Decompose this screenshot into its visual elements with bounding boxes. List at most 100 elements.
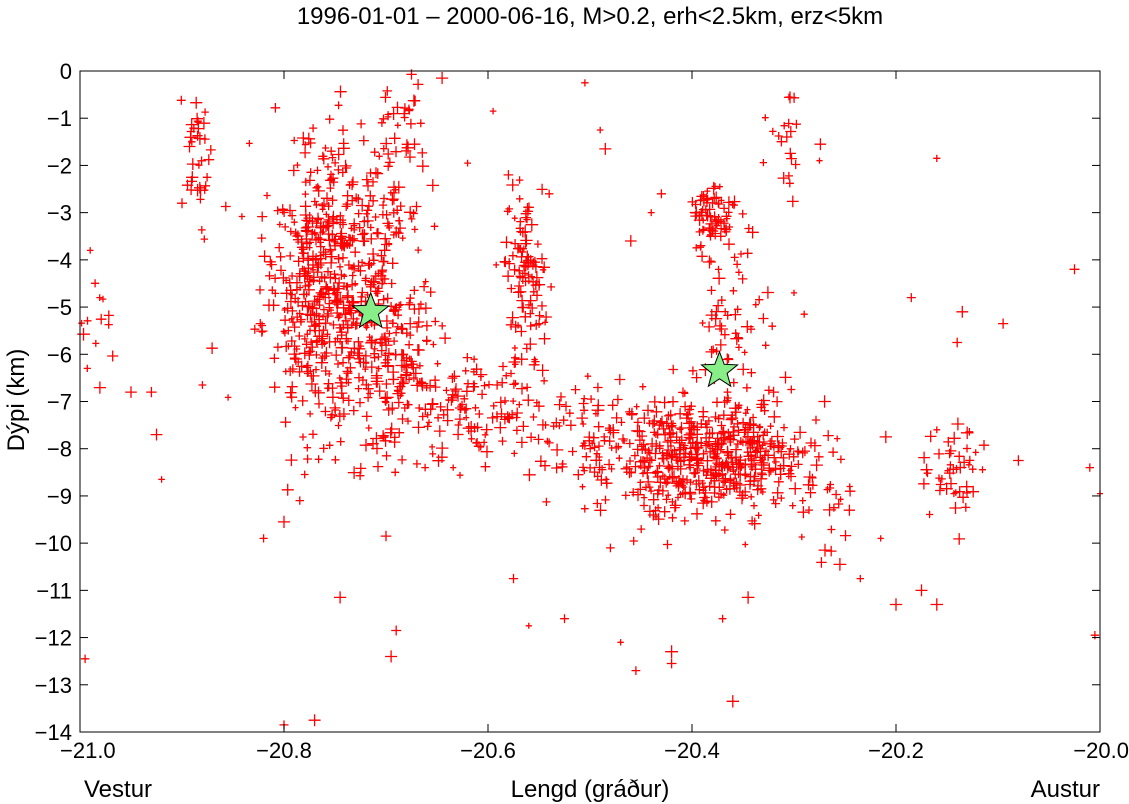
data-point <box>653 429 663 439</box>
data-point <box>755 295 764 304</box>
data-point <box>438 322 446 330</box>
data-point <box>663 460 674 472</box>
data-point <box>1085 463 1094 472</box>
data-point <box>656 189 666 199</box>
data-point <box>323 335 336 349</box>
data-point <box>798 533 805 541</box>
data-point <box>409 374 418 383</box>
data-point <box>735 344 743 351</box>
data-point <box>460 394 469 403</box>
data-point <box>712 443 719 450</box>
data-point <box>529 260 543 274</box>
data-point <box>683 486 697 499</box>
data-point <box>295 360 308 373</box>
data-point <box>490 402 498 410</box>
data-point <box>80 654 90 664</box>
data-point <box>786 195 799 208</box>
main-shock-star <box>700 350 739 388</box>
data-point <box>270 103 281 113</box>
data-point <box>667 430 675 438</box>
data-point <box>709 448 721 460</box>
data-point <box>756 444 765 454</box>
data-point <box>762 447 770 456</box>
data-point <box>779 371 792 384</box>
data-point <box>325 299 334 308</box>
data-point <box>391 101 404 114</box>
data-point <box>305 274 314 284</box>
data-point <box>822 430 834 441</box>
data-point <box>724 354 733 363</box>
data-point <box>424 411 431 419</box>
data-point <box>707 257 715 265</box>
data-point <box>364 202 374 211</box>
data-point <box>462 353 472 363</box>
data-point <box>733 468 747 482</box>
data-point <box>498 362 508 371</box>
data-point <box>348 225 355 232</box>
data-point <box>714 414 723 424</box>
data-point <box>783 468 795 480</box>
data-point <box>314 252 327 265</box>
data-point <box>505 205 514 213</box>
data-point <box>408 215 416 223</box>
data-point <box>726 695 739 708</box>
data-point <box>295 235 308 249</box>
x-axis-east-label: Austur <box>1031 776 1100 803</box>
data-point <box>667 470 681 483</box>
data-point <box>703 255 716 269</box>
data-point <box>755 424 763 432</box>
data-point <box>599 142 612 155</box>
data-point <box>826 481 834 489</box>
data-point <box>377 118 386 127</box>
data-point <box>651 506 660 515</box>
data-point <box>196 195 205 204</box>
data-point <box>269 353 280 364</box>
y-tick-label: −4 <box>47 248 72 273</box>
data-point <box>687 423 701 436</box>
data-point <box>287 306 298 316</box>
data-point <box>405 118 416 129</box>
data-point <box>706 232 715 241</box>
data-point <box>338 358 348 367</box>
data-point <box>944 448 955 459</box>
data-point <box>509 379 519 389</box>
data-point <box>657 422 670 436</box>
data-point <box>295 331 304 341</box>
data-point <box>273 342 283 352</box>
data-point <box>362 215 374 227</box>
data-point <box>758 313 769 324</box>
data-point <box>480 423 493 436</box>
data-point <box>323 267 333 277</box>
data-point <box>266 259 277 270</box>
data-point <box>319 313 327 320</box>
data-point <box>802 479 815 491</box>
data-point <box>99 295 107 303</box>
data-point <box>783 448 795 460</box>
data-point <box>701 421 713 433</box>
data-point <box>664 411 673 421</box>
data-point <box>758 460 769 471</box>
data-point <box>593 461 606 474</box>
data-point <box>338 168 348 177</box>
data-point <box>303 255 313 265</box>
data-point <box>104 320 113 329</box>
data-point <box>224 394 232 401</box>
data-point <box>285 366 296 377</box>
data-point <box>647 209 655 217</box>
data-point <box>623 466 636 479</box>
data-point <box>502 411 514 423</box>
data-point <box>275 265 287 276</box>
data-point <box>545 189 554 198</box>
data-point <box>282 276 290 284</box>
data-point <box>625 235 637 247</box>
data-point <box>366 333 373 341</box>
data-point <box>301 335 309 343</box>
data-point <box>816 557 827 568</box>
data-point <box>1069 264 1080 275</box>
data-point <box>539 460 551 472</box>
data-point <box>768 386 779 398</box>
data-point <box>712 433 723 444</box>
data-point <box>391 468 400 477</box>
data-point <box>378 210 388 219</box>
data-point <box>544 438 554 448</box>
